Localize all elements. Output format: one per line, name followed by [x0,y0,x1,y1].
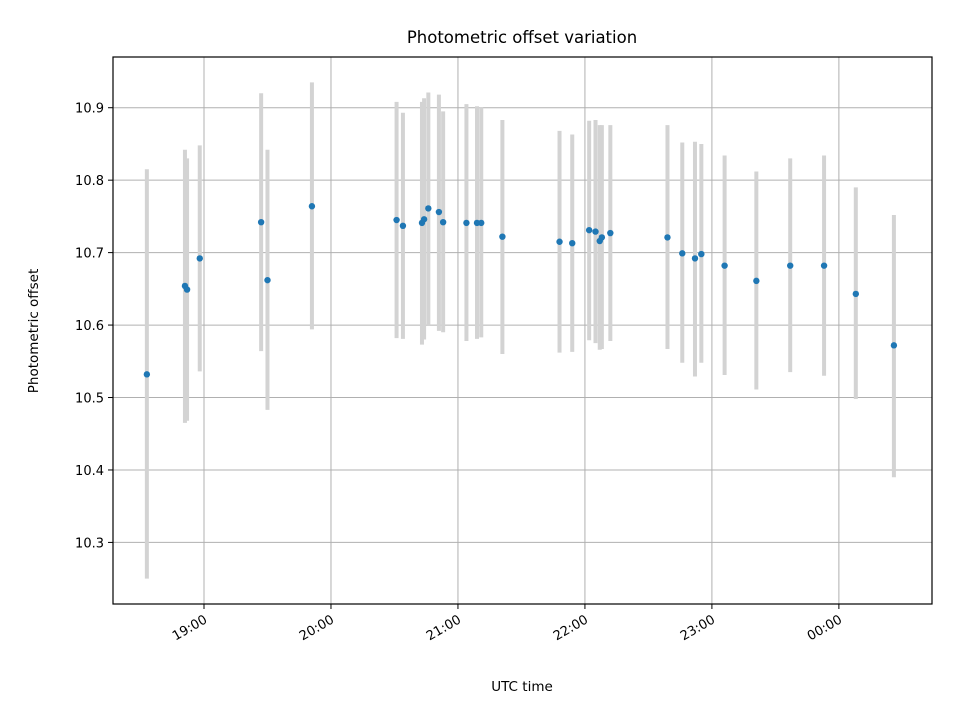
data-point [607,229,614,237]
y-tick-label: 10.7 [75,247,104,262]
x-tick-label: 22:00 [551,612,591,644]
x-tick-label: 23:00 [678,612,718,644]
data-point [691,255,699,262]
y-tick-label: 10.4 [75,464,104,479]
data-point [592,228,599,235]
data-point [787,262,794,269]
data-point [257,218,265,226]
error-bars [144,82,896,579]
data-point [425,205,432,212]
data-point [393,216,400,224]
data-point [721,262,728,269]
y-tick-label: 10.9 [75,102,104,117]
data-point [679,250,686,257]
x-tick-label: 21:00 [424,612,464,644]
plot-frame [112,56,933,605]
x-tick-label: 19:00 [170,612,210,644]
y-tick-label: 10.5 [75,392,104,407]
chart-title: Photometric offset variation [407,28,637,47]
x-tick-label: 20:00 [297,612,337,644]
data-point [196,255,203,262]
data-point [598,234,606,241]
data-point [664,234,671,241]
data-point [420,216,428,223]
data-point [852,290,860,298]
data-point [264,276,271,284]
data-point [585,226,593,234]
data-point [308,203,316,210]
x-axis-title: UTC time [491,679,553,695]
data-point [399,222,407,230]
grid [113,57,932,604]
data-point [569,239,576,247]
y-axis-ticks: 10.3 10.4 10.5 10.6 10.7 10.8 10.9 [75,102,113,551]
data-point [143,371,151,378]
data-point [698,250,705,258]
y-axis-title: Photometric offset [26,269,42,393]
y-tick-label: 10.6 [75,319,104,334]
data-point [753,277,760,285]
data-point [499,233,506,240]
data-point [435,208,443,216]
data-point [439,218,447,226]
data-point [463,219,470,227]
data-point [183,286,191,293]
data-point [478,219,485,227]
data-points [143,203,898,378]
y-tick-label: 10.8 [75,174,104,189]
data-point [556,238,563,245]
data-point [820,262,828,269]
y-tick-label: 10.3 [75,536,104,551]
data-point [890,342,898,349]
x-tick-label: 00:00 [805,612,845,644]
x-axis-ticks: 19:00 20:00 21:00 22:00 23:00 00:00 [170,604,845,644]
